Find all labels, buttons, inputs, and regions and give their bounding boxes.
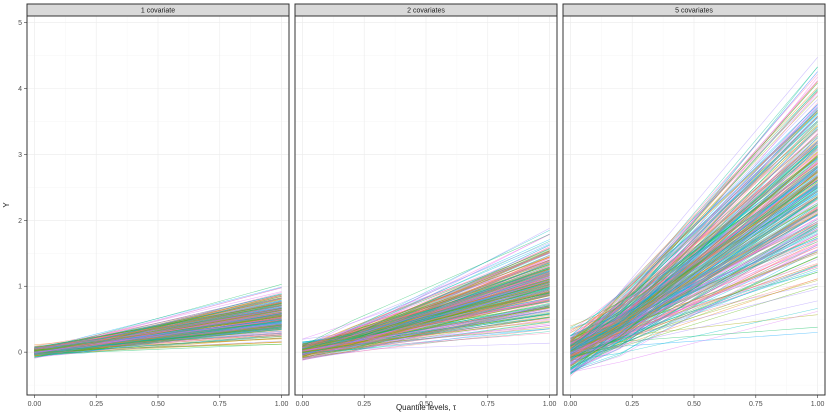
facet-label: 1 covariate — [141, 8, 175, 15]
facet-label: 2 covariates — [407, 8, 445, 15]
series-line — [302, 273, 550, 346]
series-line — [570, 257, 818, 368]
x-tick-label: 0.25 — [89, 401, 103, 408]
series-line — [570, 66, 818, 347]
series-line — [570, 182, 818, 359]
series-line — [570, 147, 818, 352]
series-line — [570, 256, 818, 358]
series-line — [570, 175, 818, 371]
series-line — [302, 309, 550, 351]
x-tick-label: 0.50 — [151, 401, 165, 408]
series-line — [570, 159, 818, 366]
series-line — [570, 104, 818, 357]
series-line — [570, 184, 818, 327]
facet-panel: 2 covariates 0.00 0.25 0.50 0.75 1.00 — [294, 3, 558, 408]
x-tick-label: 0.25 — [625, 401, 639, 408]
series-line — [302, 242, 550, 348]
series-line — [34, 328, 282, 354]
series-line — [302, 267, 550, 351]
series-line — [34, 326, 282, 356]
x-tick-label: 0.25 — [357, 401, 371, 408]
series-line — [570, 213, 818, 358]
series-group — [34, 284, 282, 359]
series-line — [570, 311, 818, 373]
series-line — [570, 165, 818, 328]
y-tick-label: 5 — [18, 20, 22, 27]
series-line — [302, 317, 550, 358]
series-line — [34, 297, 282, 347]
facet-label: 5 covariates — [675, 8, 713, 15]
series-line — [570, 91, 818, 339]
y-tick-label: 2 — [18, 218, 22, 225]
series-group — [570, 57, 818, 377]
series-line — [570, 112, 818, 348]
y-tick-label: 4 — [18, 86, 22, 93]
facet-panel: 1 covariate 0.00 0.25 0.50 0.75 1.00 — [26, 3, 290, 408]
series-line — [302, 248, 550, 350]
series-line — [570, 141, 818, 351]
series-line — [570, 210, 818, 350]
series-line — [302, 321, 550, 347]
series-line — [570, 147, 818, 375]
series-line — [302, 252, 550, 348]
series-line — [570, 230, 818, 368]
series-line — [302, 234, 550, 347]
series-line — [570, 271, 818, 358]
series-line — [570, 264, 818, 358]
x-axis-title: Quantile levels, τ — [396, 403, 457, 412]
y-tick-label: 3 — [18, 152, 22, 159]
y-axis: 0 1 2 3 4 5 — [18, 20, 27, 357]
series-line — [570, 156, 818, 356]
x-tick-label: 0.75 — [749, 401, 763, 408]
series-line — [34, 311, 282, 353]
series-line — [570, 244, 818, 372]
series-line — [302, 291, 550, 353]
x-tick-label: 1.00 — [543, 401, 557, 408]
x-tick-label: 0.50 — [687, 401, 701, 408]
x-tick-label: 0.00 — [296, 401, 310, 408]
series-line — [302, 274, 550, 349]
y-tick-label: 1 — [18, 284, 22, 291]
series-line — [570, 168, 818, 338]
x-tick-label: 1.00 — [275, 401, 289, 408]
x-tick-label: 0.75 — [213, 401, 227, 408]
series-line — [570, 239, 818, 362]
series-line — [570, 177, 818, 367]
series-line — [570, 183, 818, 346]
series-group — [302, 227, 550, 361]
series-line — [34, 343, 282, 354]
series-line — [570, 110, 818, 337]
x-tick-label: 1.00 — [811, 401, 825, 408]
series-line — [302, 332, 550, 351]
y-tick-label: 0 — [18, 350, 22, 357]
x-tick-label: 0.00 — [28, 401, 42, 408]
series-line — [570, 172, 818, 345]
series-line — [570, 300, 818, 353]
x-tick-label: 0.00 — [564, 401, 578, 408]
series-line — [570, 202, 818, 347]
series-line — [34, 307, 282, 352]
series-line — [302, 311, 550, 353]
x-tick-label: 0.75 — [481, 401, 495, 408]
series-line — [570, 308, 818, 361]
series-line — [570, 200, 818, 354]
series-line — [34, 314, 282, 351]
series-line — [302, 295, 550, 353]
x-tick-label: 0.50 — [419, 401, 433, 408]
series-line — [570, 191, 818, 375]
series-line — [570, 82, 818, 351]
series-line — [302, 273, 550, 356]
series-line — [570, 106, 818, 345]
series-line — [34, 315, 282, 350]
y-axis-title: Y — [2, 202, 11, 208]
series-line — [34, 312, 282, 354]
facet-panel: 5 covariates 0.00 0.25 0.50 0.75 1.00 — [562, 3, 826, 408]
series-line — [302, 285, 550, 356]
